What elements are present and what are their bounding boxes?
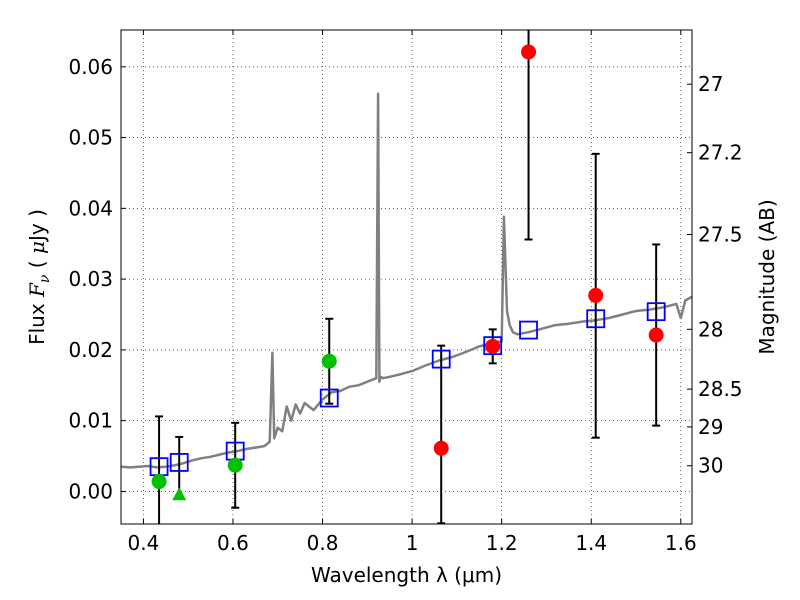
model-point-square — [431, 349, 451, 369]
x-tick-label: 0.4 — [127, 531, 159, 555]
y-tick-label: 0.00 — [68, 479, 113, 503]
y-axis-title-unit-open: ( — [25, 254, 49, 275]
spectrum-line — [120, 92, 693, 469]
y-axis-title-symbol: F — [25, 282, 49, 298]
y2-tick-label: 30 — [698, 454, 723, 478]
model-point-square — [646, 302, 666, 322]
nir-point-circle — [485, 338, 501, 354]
markers — [149, 44, 666, 501]
x-tick-label: 1 — [406, 531, 419, 555]
grid-lines — [121, 30, 692, 524]
y2-tick-label: 28 — [698, 317, 723, 341]
tick-labels: 0.4 0.6 0.8 1 1.2 1.4 1.6 0.00 0.01 0.02 0.03 0.04 0… — [68, 55, 742, 555]
nir-point-circle — [588, 287, 604, 303]
optical-point-circle — [151, 474, 167, 490]
y-tick-label: 0.04 — [68, 196, 113, 220]
x-tick-label: 0.6 — [217, 531, 249, 555]
x-tick-label: 1.2 — [486, 531, 518, 555]
nir-point-circle — [433, 440, 449, 456]
model-point-square — [319, 388, 339, 408]
optical-point-circle — [321, 353, 337, 369]
model-point-square — [519, 320, 538, 340]
nir-point-circle — [648, 327, 664, 343]
x-axis-title: Wavelength λ (μm) — [311, 563, 502, 587]
spectrum-layer — [120, 92, 693, 469]
y-axis-title-unit-rest: Jy ) — [25, 209, 49, 243]
y-tick-label: 0.05 — [68, 126, 113, 150]
y-tick-label: 0.02 — [68, 338, 113, 362]
y2-tick-label: 27 — [698, 72, 723, 96]
y-tick-label: 0.01 — [68, 409, 113, 433]
axis-ticks — [121, 30, 692, 524]
x-tick-label: 0.8 — [307, 531, 339, 555]
y-axis-title-prefix: Flux — [25, 297, 49, 345]
error-bars — [155, 30, 661, 525]
model-point-square — [483, 336, 503, 356]
upper-limit-triangle — [172, 487, 187, 501]
plot-frame — [120, 29, 693, 525]
y2-tick-label: 28.5 — [698, 377, 743, 401]
y2-tick-label: 27.2 — [698, 141, 743, 165]
nir-point-circle — [521, 44, 537, 60]
x-tick-label: 1.4 — [575, 531, 607, 555]
optical-point-circle — [227, 457, 243, 473]
y-tick-label: 0.06 — [68, 55, 113, 79]
y2-tick-label: 27.5 — [698, 222, 743, 246]
model-point-square — [586, 309, 606, 329]
y-axis-title-unit-mu: μ — [25, 241, 49, 254]
y-axis-title-subscript: ν — [37, 274, 53, 283]
x-tick-label: 1.6 — [665, 531, 697, 555]
y2-tick-label: 29 — [698, 415, 723, 439]
y-axis-title: Flux Fν ( μJy ) — [25, 209, 53, 345]
y2-axis-title: Magnitude (AB) — [755, 199, 779, 354]
model-point-square — [169, 453, 189, 472]
y-tick-label: 0.03 — [68, 267, 113, 291]
